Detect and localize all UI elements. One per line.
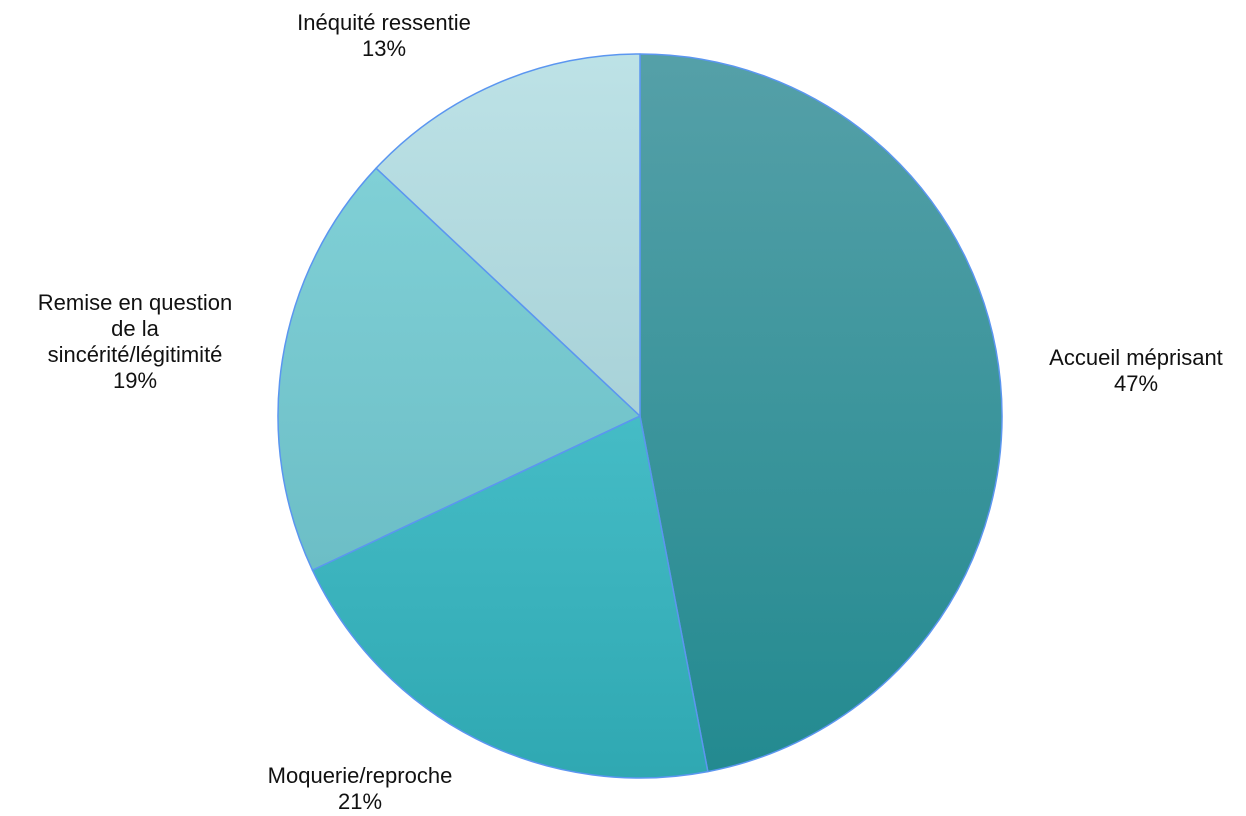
slice-category-label: Accueil méprisant: [1049, 345, 1223, 370]
slice-value-label: 19%: [113, 368, 157, 393]
pie-slice-accueil-meprisant: [639, 53, 1003, 773]
pie-slices: [277, 53, 1003, 779]
slice-category-label: sincérité/légitimité: [48, 342, 223, 367]
slice-label-moquerie-reproche: Moquerie/reproche 21%: [268, 763, 453, 814]
slice-label-remise-en-question: Remise en question de la sincérité/légitim…: [38, 290, 232, 393]
slice-label-accueil-meprisant: Accueil méprisant 47%: [1049, 345, 1223, 396]
slice-category-label: Remise en question: [38, 290, 232, 315]
slice-label-inequite-ressentie: Inéquité ressentie 13%: [297, 10, 471, 61]
slice-category-label: de la: [111, 316, 159, 341]
slice-value-label: 47%: [1114, 371, 1158, 396]
pie-slice-moquerie-reproche: [311, 415, 709, 779]
pie-slice-remise-en-question: [277, 167, 641, 571]
slice-category-label: Moquerie/reproche: [268, 763, 453, 788]
slice-category-label: Inéquité ressentie: [297, 10, 471, 35]
pie-slice-inequite-ressentie: [375, 53, 641, 417]
pie-labels: Accueil méprisant 47% Moquerie/reproche 21%…: [38, 10, 1223, 814]
slice-value-label: 21%: [338, 789, 382, 814]
slice-value-label: 13%: [362, 36, 406, 61]
